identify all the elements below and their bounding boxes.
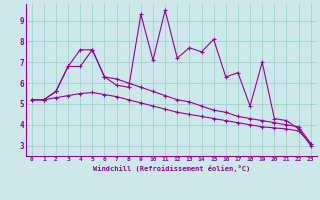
X-axis label: Windchill (Refroidissement éolien,°C): Windchill (Refroidissement éolien,°C) <box>92 165 250 172</box>
